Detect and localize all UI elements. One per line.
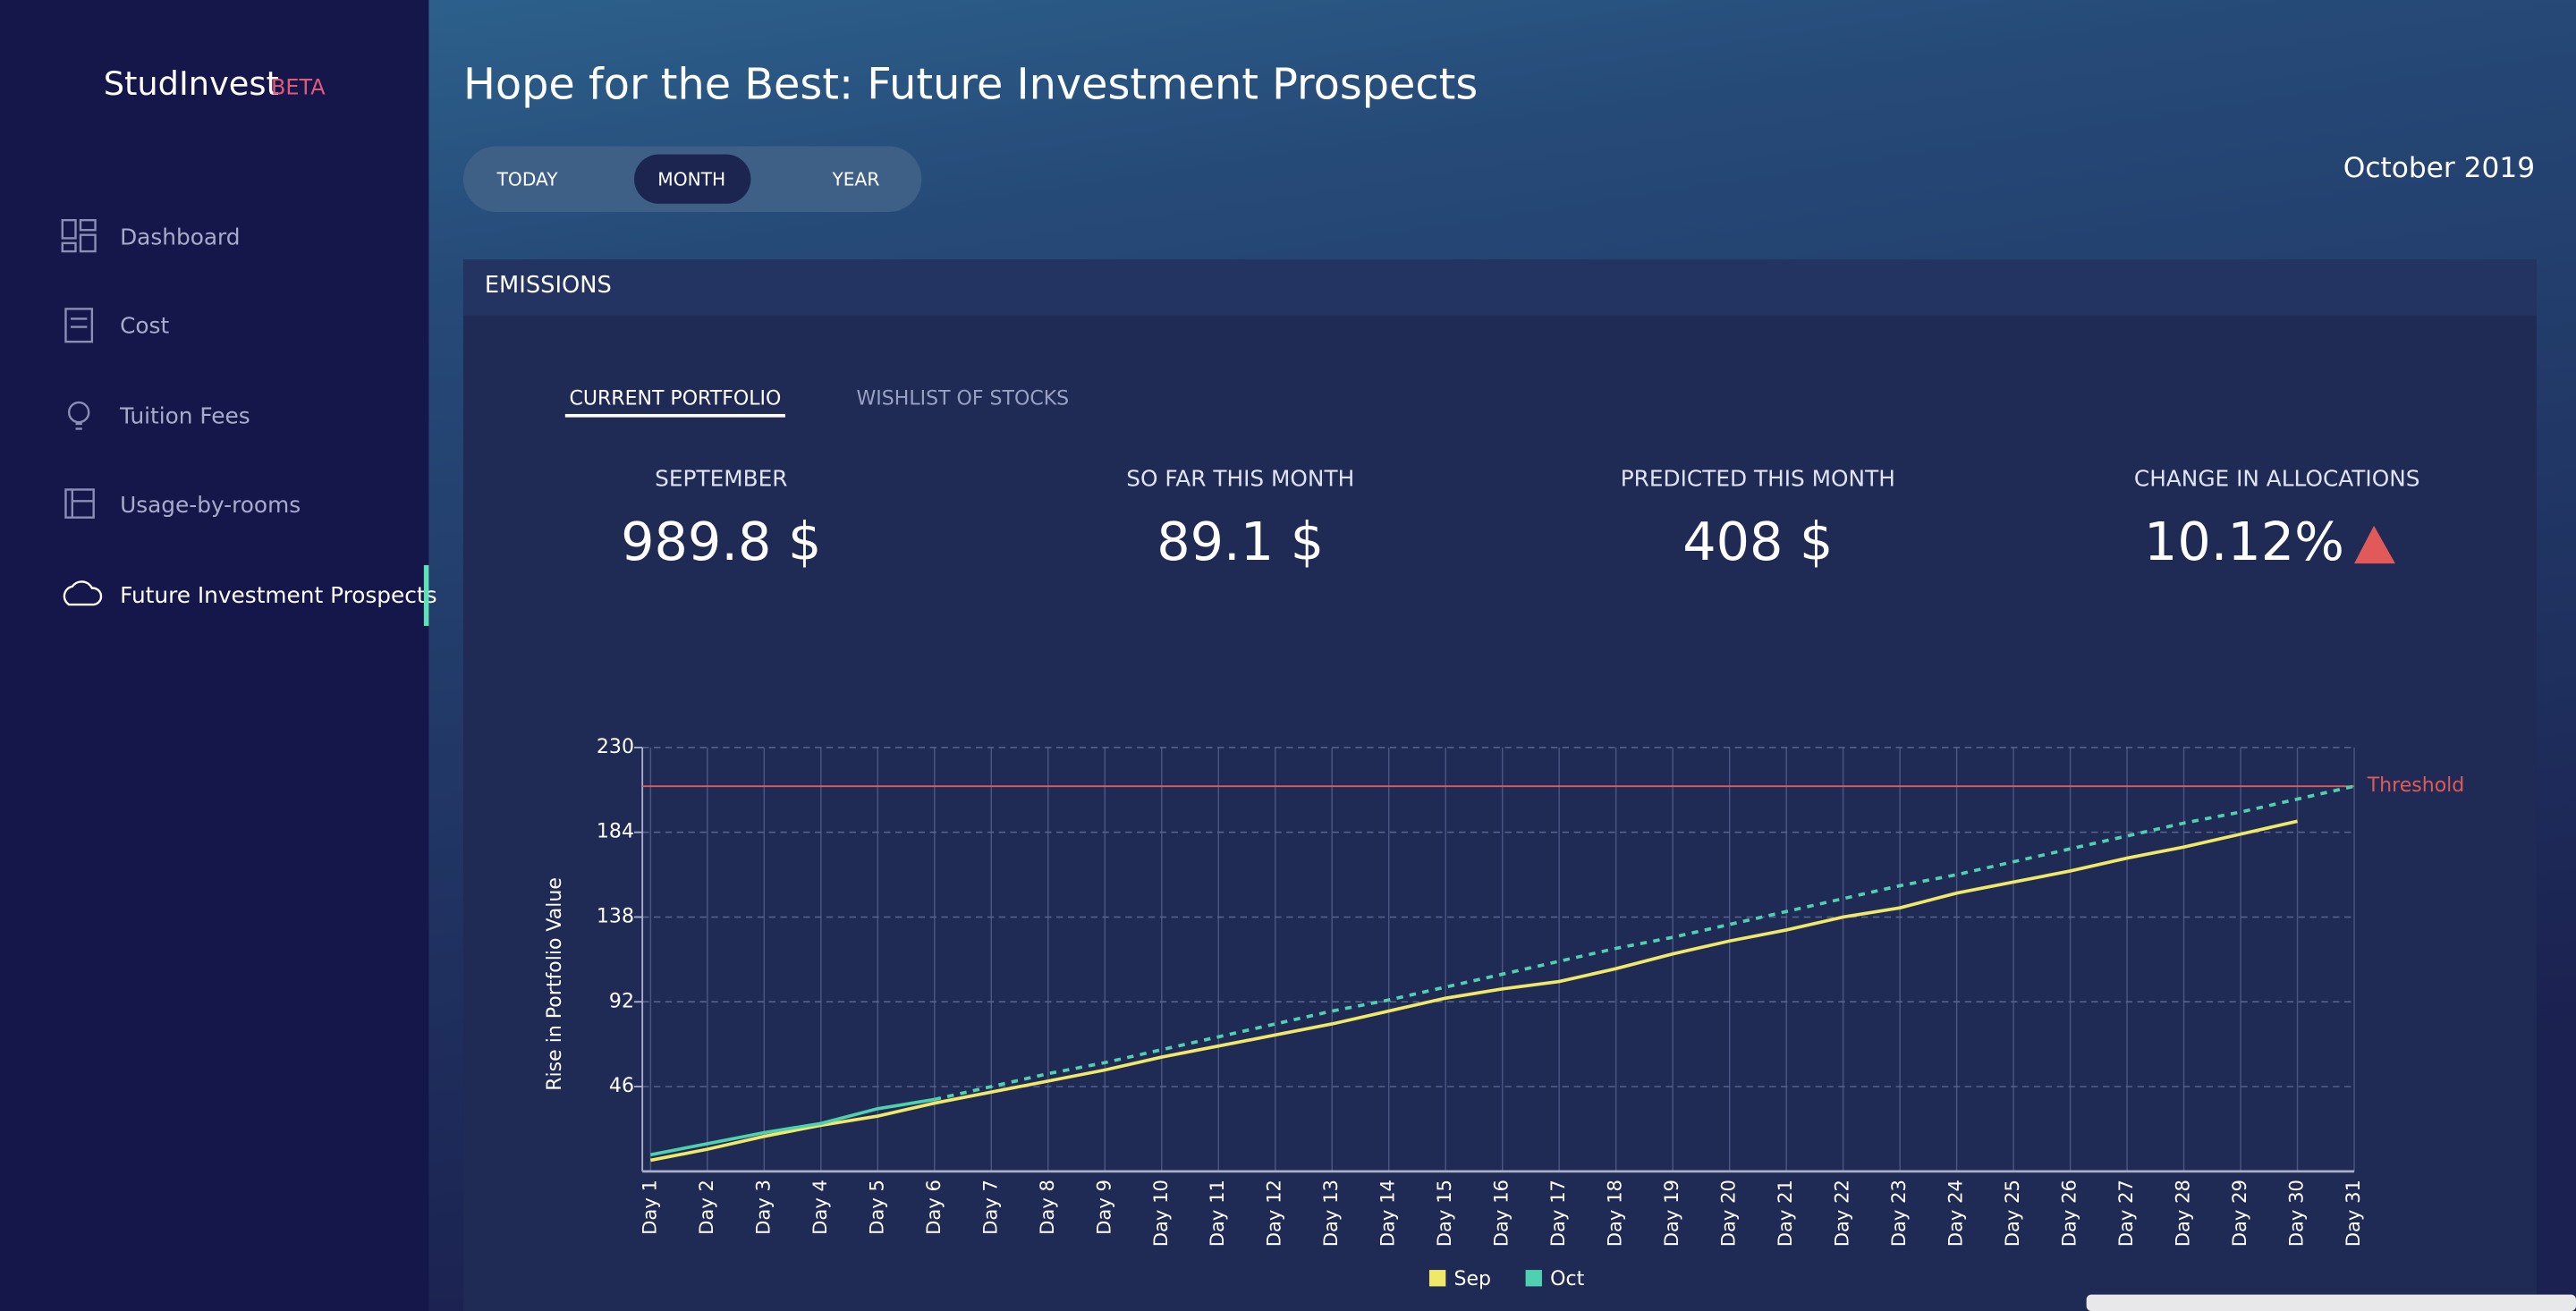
- x-tick-label: Day 12: [1263, 1180, 1285, 1247]
- x-tick-label: Day 22: [1831, 1180, 1853, 1247]
- x-tick-label: Day 31: [2342, 1180, 2364, 1247]
- page-title: Hope for the Best: Future Investment Pro…: [463, 60, 1478, 109]
- x-tick-label: Day 26: [2058, 1180, 2080, 1247]
- nav-item[interactable]: Cost: [120, 313, 169, 339]
- legend-label: Oct: [1550, 1268, 1584, 1290]
- y-tick-label: 138: [597, 905, 634, 927]
- panel: [462, 259, 2537, 1311]
- x-tick-label: Day 2: [695, 1180, 717, 1235]
- scrollbar: [2086, 1294, 2576, 1311]
- tab-underline: [564, 413, 785, 418]
- x-tick-label: Day 24: [1945, 1180, 1967, 1247]
- x-tick-label: Day 4: [809, 1180, 831, 1235]
- y-axis-label: Rise in Portfolio Value: [544, 877, 566, 1091]
- x-tick-label: Day 1: [638, 1180, 660, 1235]
- x-tick-label: Day 23: [1887, 1180, 1910, 1247]
- period-button[interactable]: YEAR: [831, 169, 879, 190]
- legend-swatch: [1525, 1270, 1542, 1287]
- x-tick-label: Day 3: [751, 1180, 774, 1235]
- nav-icons: [61, 218, 103, 606]
- x-tick-label: Day 17: [1546, 1180, 1569, 1247]
- y-tick-label: 184: [597, 821, 634, 843]
- y-tick-label: 230: [597, 736, 634, 758]
- stat-value: 89.1 $: [1157, 511, 1324, 572]
- x-tick-label: Day 8: [1036, 1180, 1058, 1235]
- x-tick-label: Day 19: [1660, 1180, 1682, 1247]
- x-tick-label: Day 29: [2228, 1180, 2250, 1247]
- period-button[interactable]: MONTH: [657, 169, 725, 190]
- nav-item-active[interactable]: Future Investment Prospects: [120, 582, 436, 608]
- y-tick-label: 92: [609, 990, 634, 1012]
- series-line: [649, 1097, 936, 1157]
- x-tick-label: Day 25: [2001, 1180, 2023, 1247]
- x-tick-label: Day 11: [1206, 1180, 1228, 1247]
- tab[interactable]: WISHLIST OF STOCKS: [857, 387, 1070, 410]
- current-date: October 2019: [2343, 152, 2535, 184]
- x-tick-label: Day 16: [1490, 1180, 1513, 1247]
- nav-item[interactable]: Dashboard: [120, 224, 240, 250]
- x-tick-label: Day 14: [1377, 1180, 1399, 1247]
- nav-item[interactable]: Tuition Fees: [119, 403, 250, 429]
- sidebar: [0, 0, 429, 1311]
- trend-up-icon: [2354, 525, 2395, 564]
- x-tick-label: Day 6: [922, 1180, 945, 1235]
- period-button[interactable]: TODAY: [496, 169, 559, 190]
- projected-line: [934, 784, 2355, 1102]
- stat-value: 989.8 $: [621, 511, 821, 572]
- x-tick-label: Day 30: [2285, 1180, 2308, 1247]
- panel-title: EMISSIONS: [485, 272, 612, 299]
- series-line: [649, 819, 2298, 1163]
- legend-label: Sep: [1454, 1268, 1492, 1290]
- x-tick-label: Day 18: [1604, 1180, 1626, 1247]
- x-tick-label: Day 28: [2172, 1180, 2194, 1247]
- stat-label: SO FAR THIS MONTH: [1126, 465, 1354, 491]
- period-active: [633, 154, 751, 204]
- x-tick-label: Day 15: [1433, 1180, 1455, 1247]
- chart: Day 1 Day 2 Day 3 Day 4 Day 5 Day 6 Day 7 Day 8…: [544, 736, 2464, 1290]
- active-indicator: [423, 564, 429, 626]
- x-tick-label: Day 13: [1319, 1180, 1342, 1247]
- panel-header: [462, 259, 2537, 316]
- stat-label: CHANGE IN ALLOCATIONS: [2134, 465, 2420, 491]
- y-tick-label: 46: [609, 1075, 634, 1097]
- stat-value: 10.12%: [2144, 511, 2344, 572]
- legend-swatch: [1428, 1270, 1446, 1287]
- brand: StudInvest: [104, 64, 279, 103]
- x-tick-label: Day 5: [865, 1180, 887, 1235]
- brand-badge: BETA: [271, 75, 326, 100]
- x-tick-label: Day 10: [1149, 1180, 1172, 1247]
- nav-item[interactable]: Usage-by-rooms: [120, 492, 301, 518]
- x-tick-label: Day 21: [1774, 1180, 1796, 1247]
- tab-active[interactable]: CURRENT PORTFOLIO: [569, 387, 781, 410]
- x-tick-label: Day 20: [1717, 1180, 1740, 1247]
- x-tick-label: Day 9: [1092, 1180, 1114, 1235]
- x-tick-label: Day 7: [979, 1180, 1001, 1235]
- threshold-label: Threshold: [2367, 774, 2465, 797]
- stat-label: PREDICTED THIS MONTH: [1621, 465, 1895, 491]
- stat-label: SEPTEMBER: [655, 465, 787, 491]
- stat-value: 408 $: [1682, 511, 1833, 572]
- x-tick-label: Day 27: [2114, 1180, 2137, 1247]
